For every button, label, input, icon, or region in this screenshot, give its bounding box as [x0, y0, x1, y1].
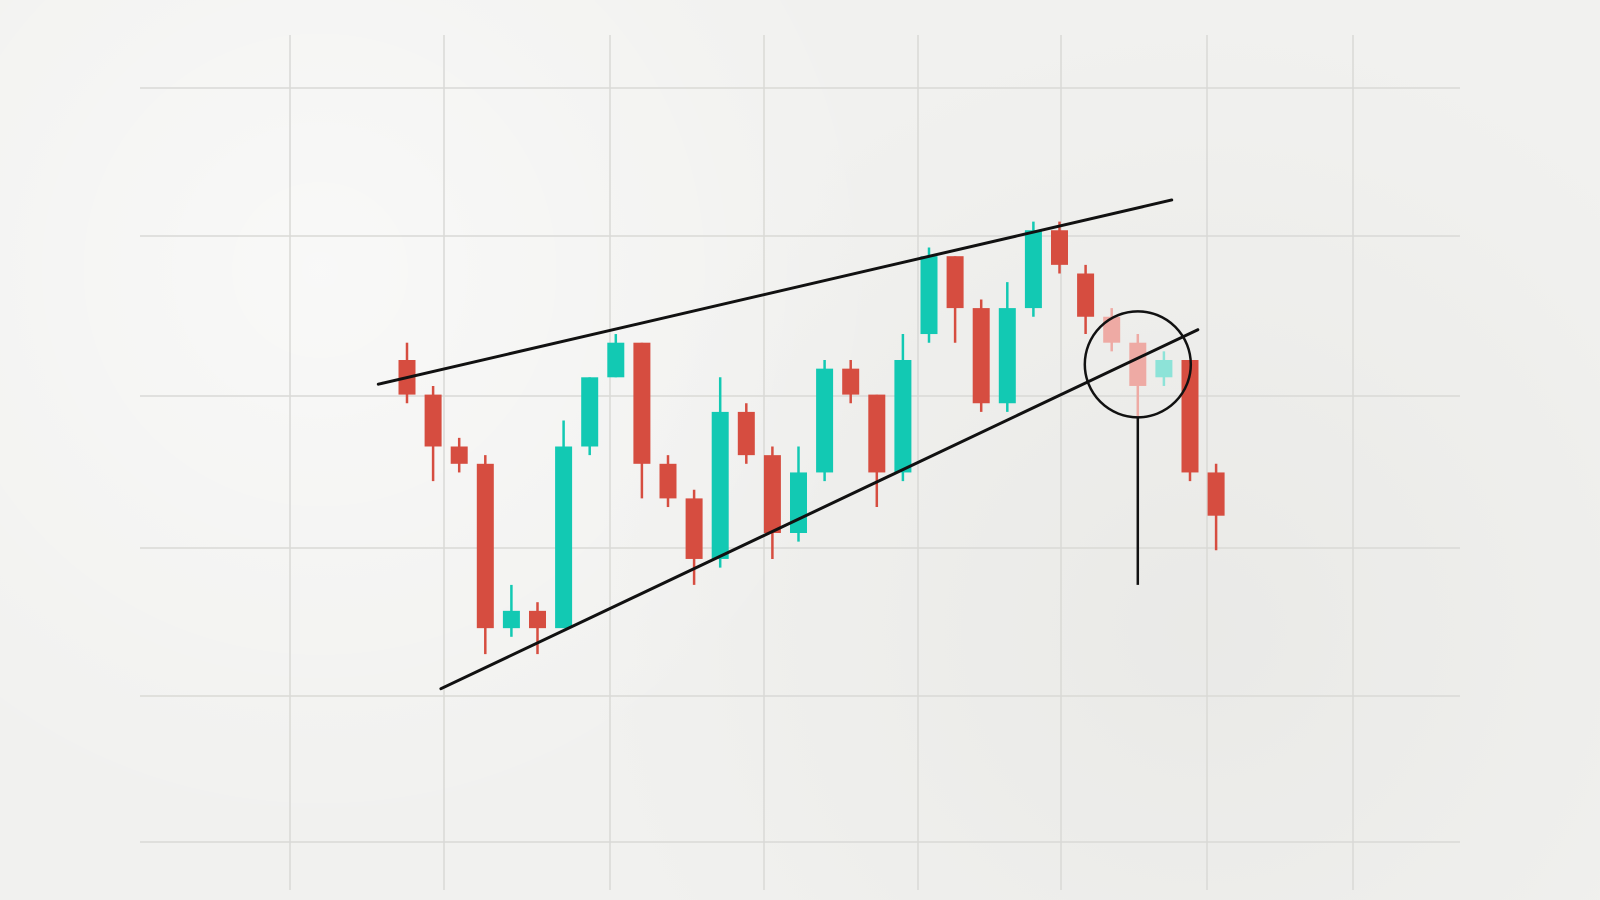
candle-bearish	[972, 299, 990, 412]
candle-bearish	[763, 446, 781, 559]
candle-bullish	[502, 584, 520, 637]
candle-body	[763, 455, 781, 533]
candle-bearish	[633, 342, 651, 499]
candle-body	[1155, 360, 1173, 378]
candle-body	[868, 394, 886, 473]
candle-body	[633, 342, 651, 464]
candle-body	[790, 472, 807, 533]
candle-body	[711, 411, 729, 559]
upper-trendline	[376, 198, 1174, 386]
candle-bullish	[711, 377, 729, 568]
candle-bearish	[476, 455, 494, 655]
candle-body	[1077, 273, 1095, 317]
candle-body	[1024, 230, 1042, 309]
candle-bearish	[842, 360, 860, 404]
candles	[398, 221, 1225, 655]
candle-bearish	[1077, 264, 1095, 335]
candle-body	[998, 308, 1016, 404]
candle-body	[842, 368, 860, 395]
candle-bullish	[998, 282, 1016, 412]
candle-bearish	[946, 256, 964, 343]
candle-body	[946, 256, 964, 309]
candle-body	[502, 610, 520, 629]
candle-bullish	[816, 360, 834, 482]
grid	[140, 35, 1460, 890]
candle-body	[737, 411, 755, 456]
candle-body	[450, 446, 468, 464]
candle-bullish	[607, 334, 625, 378]
candle-body	[1207, 472, 1225, 516]
candle-body	[607, 342, 625, 378]
trendlines	[376, 198, 1200, 691]
candle-bullish	[555, 420, 573, 629]
candle-bearish	[868, 394, 886, 508]
candle-bullish	[581, 377, 599, 456]
candle-bearish	[1129, 334, 1147, 421]
candle-body	[1129, 342, 1147, 386]
candle-body	[555, 446, 573, 629]
candle-bearish	[529, 602, 546, 655]
candle-bearish	[659, 455, 677, 508]
candle-body	[581, 377, 599, 447]
candle-bearish	[1207, 463, 1225, 551]
lower-trendline	[439, 328, 1200, 691]
candle-bearish	[737, 403, 755, 464]
candle-body	[659, 463, 677, 499]
candle-body	[894, 360, 912, 473]
candle-bearish	[424, 385, 442, 482]
candle-body	[972, 308, 990, 404]
candle-bearish	[450, 437, 468, 473]
candle-bearish	[1051, 221, 1068, 274]
candle-body	[1103, 316, 1121, 343]
candle-bullish	[894, 334, 912, 482]
candle-body	[816, 368, 834, 473]
candle-body	[476, 463, 494, 629]
candle-bearish	[398, 342, 416, 404]
candle-body	[1051, 230, 1068, 265]
candle-bullish	[1155, 351, 1173, 386]
candle-body	[920, 256, 938, 335]
candle-body	[685, 498, 703, 559]
candle-body	[424, 394, 442, 447]
candle-bearish	[1103, 308, 1121, 352]
candle-body	[529, 610, 546, 629]
candle-bullish	[1024, 221, 1042, 317]
candle-bullish	[790, 446, 807, 542]
candle-bullish	[920, 247, 938, 343]
